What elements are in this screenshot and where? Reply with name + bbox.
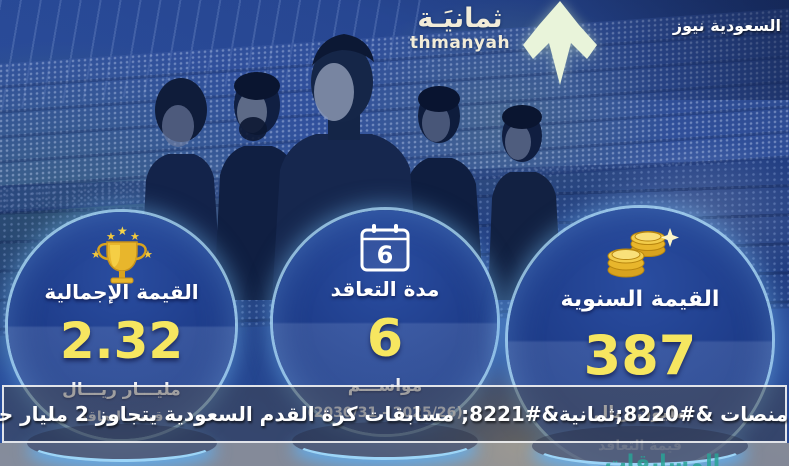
svg-text:★: ★ <box>130 230 140 243</box>
brand-arabic-wordmark: ثمانيَـة <box>417 3 503 34</box>
watermark-saudi-news: السعودية نيوز <box>672 16 781 35</box>
caption-bar: عقد نقل منصات &#8220;ثمانية&#8221; مسابق… <box>0 385 789 443</box>
stat-title-annual: القيمة السنوية <box>560 287 720 313</box>
caption-text: عقد نقل منصات &#8220;ثمانية&#8221; مسابق… <box>0 402 789 426</box>
svg-text:★: ★ <box>117 226 128 238</box>
sparkle-star-icon <box>661 227 679 247</box>
coins-icon <box>607 227 679 278</box>
stat-value-total: 2.32 <box>59 312 184 371</box>
stat-unit-annual: مليون ريال <box>593 403 687 424</box>
trophy-icon: ★ ★ ★ ★ ★ <box>91 226 153 284</box>
circle-glow-arc-right <box>532 426 748 466</box>
stat-circle-contract-duration: 6 مدة التعاقد 6 مواســـم (2025/26 - 2030… <box>273 210 497 434</box>
stat-circle-total-value: ★ ★ ★ ★ ★ القيمة الإجمالية 2.32 مليـــار… <box>8 212 235 439</box>
svg-text:★: ★ <box>143 248 153 261</box>
stat-value-duration: 6 <box>366 309 404 370</box>
stat-sub-duration: (2025/26 - 2030/31) <box>307 404 463 421</box>
calendar-icon: 6 <box>360 224 410 272</box>
svg-text:★: ★ <box>106 230 116 243</box>
svg-text:6: 6 <box>377 241 394 269</box>
stands-shadow <box>469 0 789 100</box>
stat-unit-total: مليـــار ريـــال <box>62 379 181 400</box>
stat-title-duration: مدة التعاقد <box>330 277 440 302</box>
circle-glow-arc-left <box>27 424 217 462</box>
stat-value-annual: 387 <box>583 324 697 388</box>
brand-block: ثمانيَـة thmanyah <box>398 4 522 52</box>
svg-text:★: ★ <box>91 248 101 261</box>
stat-title-total: القيمة الإجمالية <box>44 280 199 305</box>
footer-partial-text: المسابقات <box>604 451 721 466</box>
brand-latin-wordmark: thmanyah <box>409 32 511 53</box>
thmanyah-eight-logo-icon <box>523 1 597 85</box>
stat-sub-total: قيمة التعاقد <box>79 409 164 426</box>
